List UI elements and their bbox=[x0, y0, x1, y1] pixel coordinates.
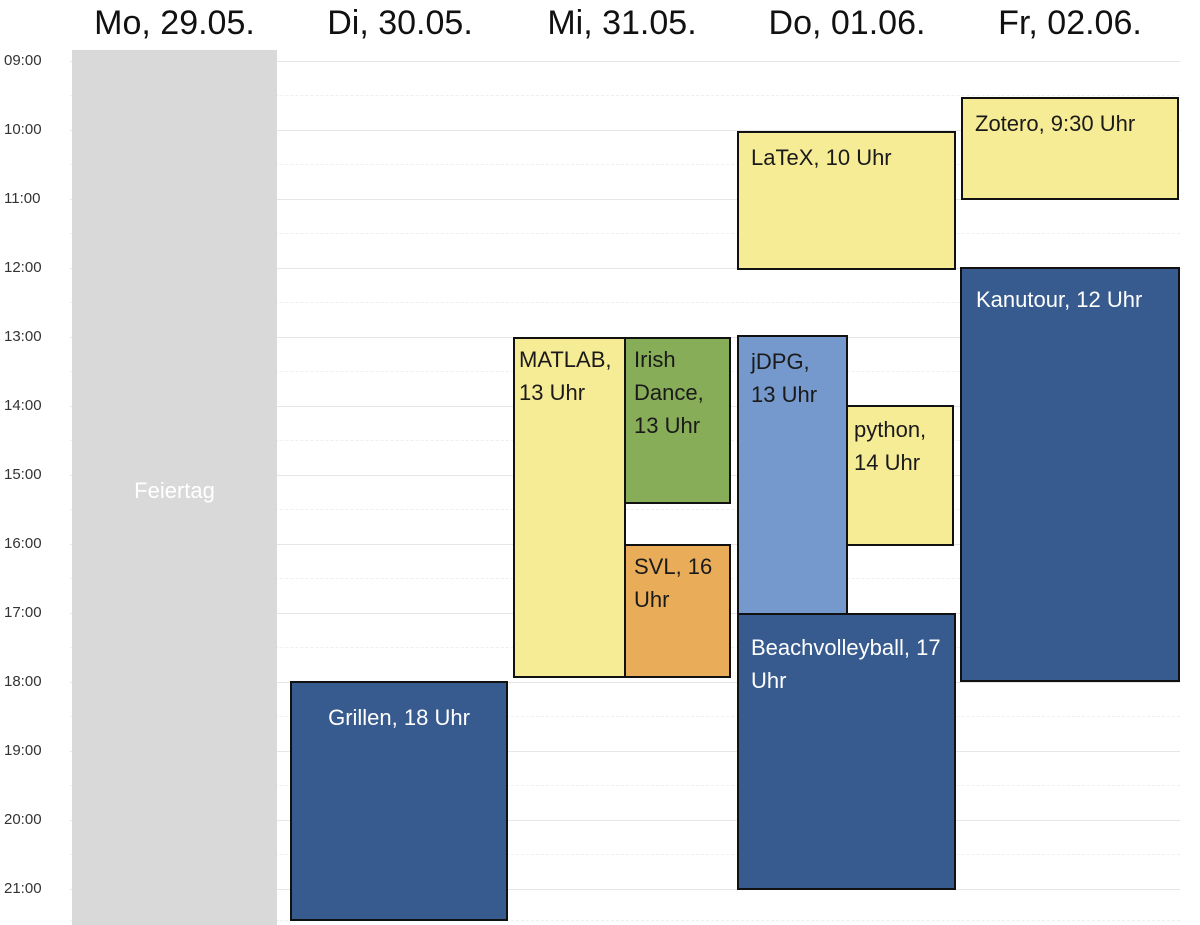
time-label-2000: 20:00 bbox=[4, 811, 42, 828]
holiday-block[interactable]: Feiertag bbox=[72, 50, 277, 925]
day-header-thursday: Do, 01.06. bbox=[768, 4, 926, 42]
event-beachvolleyball[interactable]: Beachvolleyball, 17 Uhr bbox=[737, 613, 956, 890]
time-label-1800: 18:00 bbox=[4, 673, 42, 690]
grid-line bbox=[70, 268, 1180, 269]
grid-line bbox=[70, 682, 1180, 683]
event-matlab[interactable]: MATLAB, 13 Uhr bbox=[513, 337, 626, 678]
day-header-friday: Fr, 02.06. bbox=[998, 4, 1142, 42]
grid-line bbox=[70, 716, 1180, 717]
time-label-1700: 17:00 bbox=[4, 604, 42, 621]
time-label-2100: 21:00 bbox=[4, 880, 42, 897]
time-label-1300: 13:00 bbox=[4, 328, 42, 345]
event-python[interactable]: python, 14 Uhr bbox=[846, 405, 954, 546]
grid-line bbox=[70, 233, 1180, 234]
grid-line bbox=[70, 130, 1180, 131]
grid-line bbox=[70, 164, 1180, 165]
event-svl[interactable]: SVL, 16 Uhr bbox=[624, 544, 731, 678]
time-label-1100: 11:00 bbox=[4, 190, 41, 207]
time-label-1500: 15:00 bbox=[4, 466, 42, 483]
time-label-1200: 12:00 bbox=[4, 259, 42, 276]
grid-line bbox=[70, 199, 1180, 200]
grid-line bbox=[70, 920, 1180, 921]
grid-line bbox=[70, 854, 1180, 855]
grid-line bbox=[70, 889, 1180, 890]
grid-line bbox=[70, 751, 1180, 752]
event-latex[interactable]: LaTeX, 10 Uhr bbox=[737, 131, 956, 270]
time-label-1000: 10:00 bbox=[4, 121, 42, 138]
event-irish-dance[interactable]: Irish Dance, 13 Uhr bbox=[624, 337, 731, 504]
event-grillen[interactable]: Grillen, 18 Uhr bbox=[290, 681, 508, 921]
grid-line bbox=[70, 785, 1180, 786]
event-jdpg[interactable]: jDPG, 13 Uhr bbox=[737, 335, 848, 615]
time-label-0900: 09:00 bbox=[4, 52, 42, 69]
event-kanutour[interactable]: Kanutour, 12 Uhr bbox=[960, 267, 1180, 682]
grid-line bbox=[70, 820, 1180, 821]
day-header-wednesday: Mi, 31.05. bbox=[547, 4, 697, 42]
event-zotero[interactable]: Zotero, 9:30 Uhr bbox=[961, 97, 1179, 200]
time-label-1900: 19:00 bbox=[4, 742, 42, 759]
day-header-monday: Mo, 29.05. bbox=[94, 4, 255, 42]
time-label-1600: 16:00 bbox=[4, 535, 42, 552]
holiday-label: Feiertag bbox=[134, 478, 215, 503]
grid-line bbox=[70, 61, 1180, 62]
time-label-1400: 14:00 bbox=[4, 397, 42, 414]
day-header-tuesday: Di, 30.05. bbox=[327, 4, 473, 42]
grid-line bbox=[70, 95, 1180, 96]
grid-line bbox=[70, 302, 1180, 303]
